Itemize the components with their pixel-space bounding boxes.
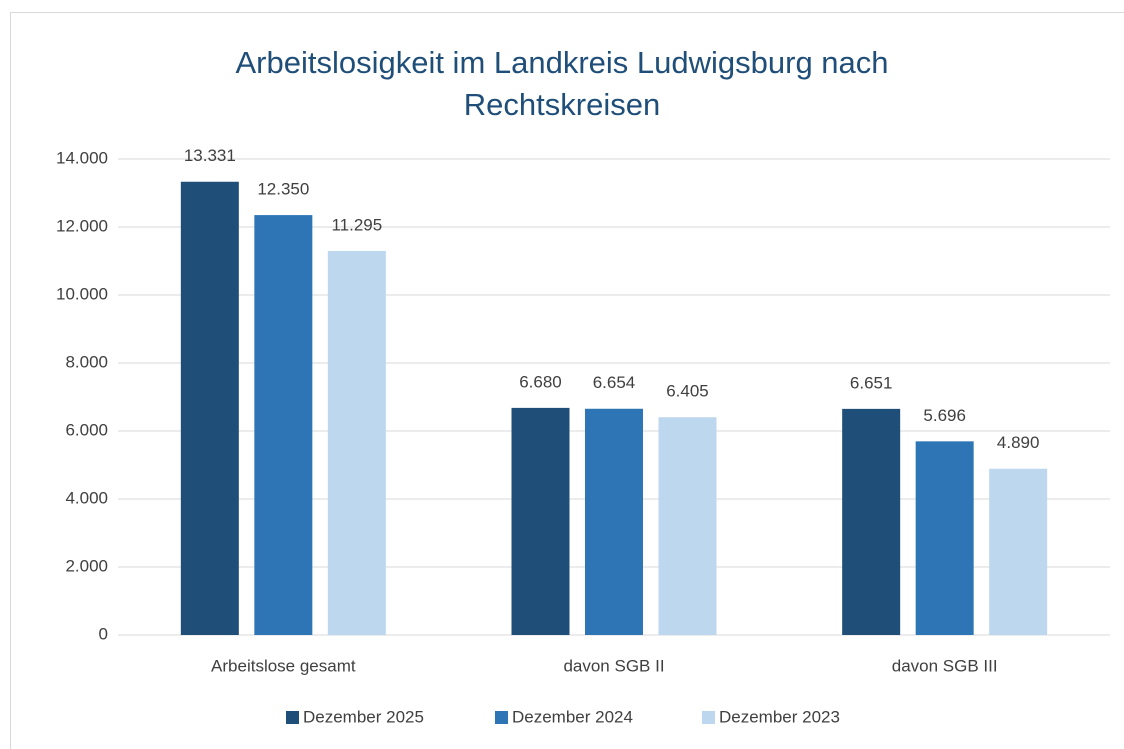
legend-label: Dezember 2025 xyxy=(303,707,424,726)
y-tick-label: 4.000 xyxy=(65,488,108,507)
data-label: 6.680 xyxy=(519,372,562,391)
bar xyxy=(585,408,643,635)
data-label: 13.331 xyxy=(184,146,236,165)
y-tick-label: 2.000 xyxy=(65,556,108,575)
data-label: 6.654 xyxy=(593,373,636,392)
y-tick-label: 0 xyxy=(99,624,108,643)
bar xyxy=(511,407,570,635)
y-tick-label: 10.000 xyxy=(56,284,108,303)
bar xyxy=(658,417,717,635)
y-tick-label: 14.000 xyxy=(56,148,108,167)
chart-border xyxy=(10,12,1124,749)
bar xyxy=(180,181,239,635)
data-label: 6.651 xyxy=(850,373,893,392)
x-tick-label: davon SGB II xyxy=(563,656,664,675)
data-label: 12.350 xyxy=(257,180,309,199)
bar xyxy=(915,441,974,635)
x-tick-label: davon SGB III xyxy=(892,656,998,675)
bar xyxy=(989,468,1048,635)
legend-label: Dezember 2023 xyxy=(719,707,840,726)
bar xyxy=(327,250,386,635)
data-label: 6.405 xyxy=(666,382,709,401)
bar xyxy=(254,215,313,635)
legend-swatch xyxy=(702,711,715,724)
legend-swatch xyxy=(495,711,508,724)
legend-label: Dezember 2024 xyxy=(512,707,633,726)
y-tick-label: 6.000 xyxy=(65,420,108,439)
y-tick-label: 8.000 xyxy=(65,352,108,371)
data-label: 4.890 xyxy=(997,433,1040,452)
bar xyxy=(842,408,901,635)
chart-title: Arbeitslosigkeit im Landkreis Ludwigsbur… xyxy=(235,45,889,122)
data-label: 5.696 xyxy=(923,406,966,425)
y-tick-label: 12.000 xyxy=(56,216,108,235)
data-label: 11.295 xyxy=(331,215,382,234)
x-tick-label: Arbeitslose gesamt xyxy=(211,656,356,675)
legend-swatch xyxy=(286,711,299,724)
